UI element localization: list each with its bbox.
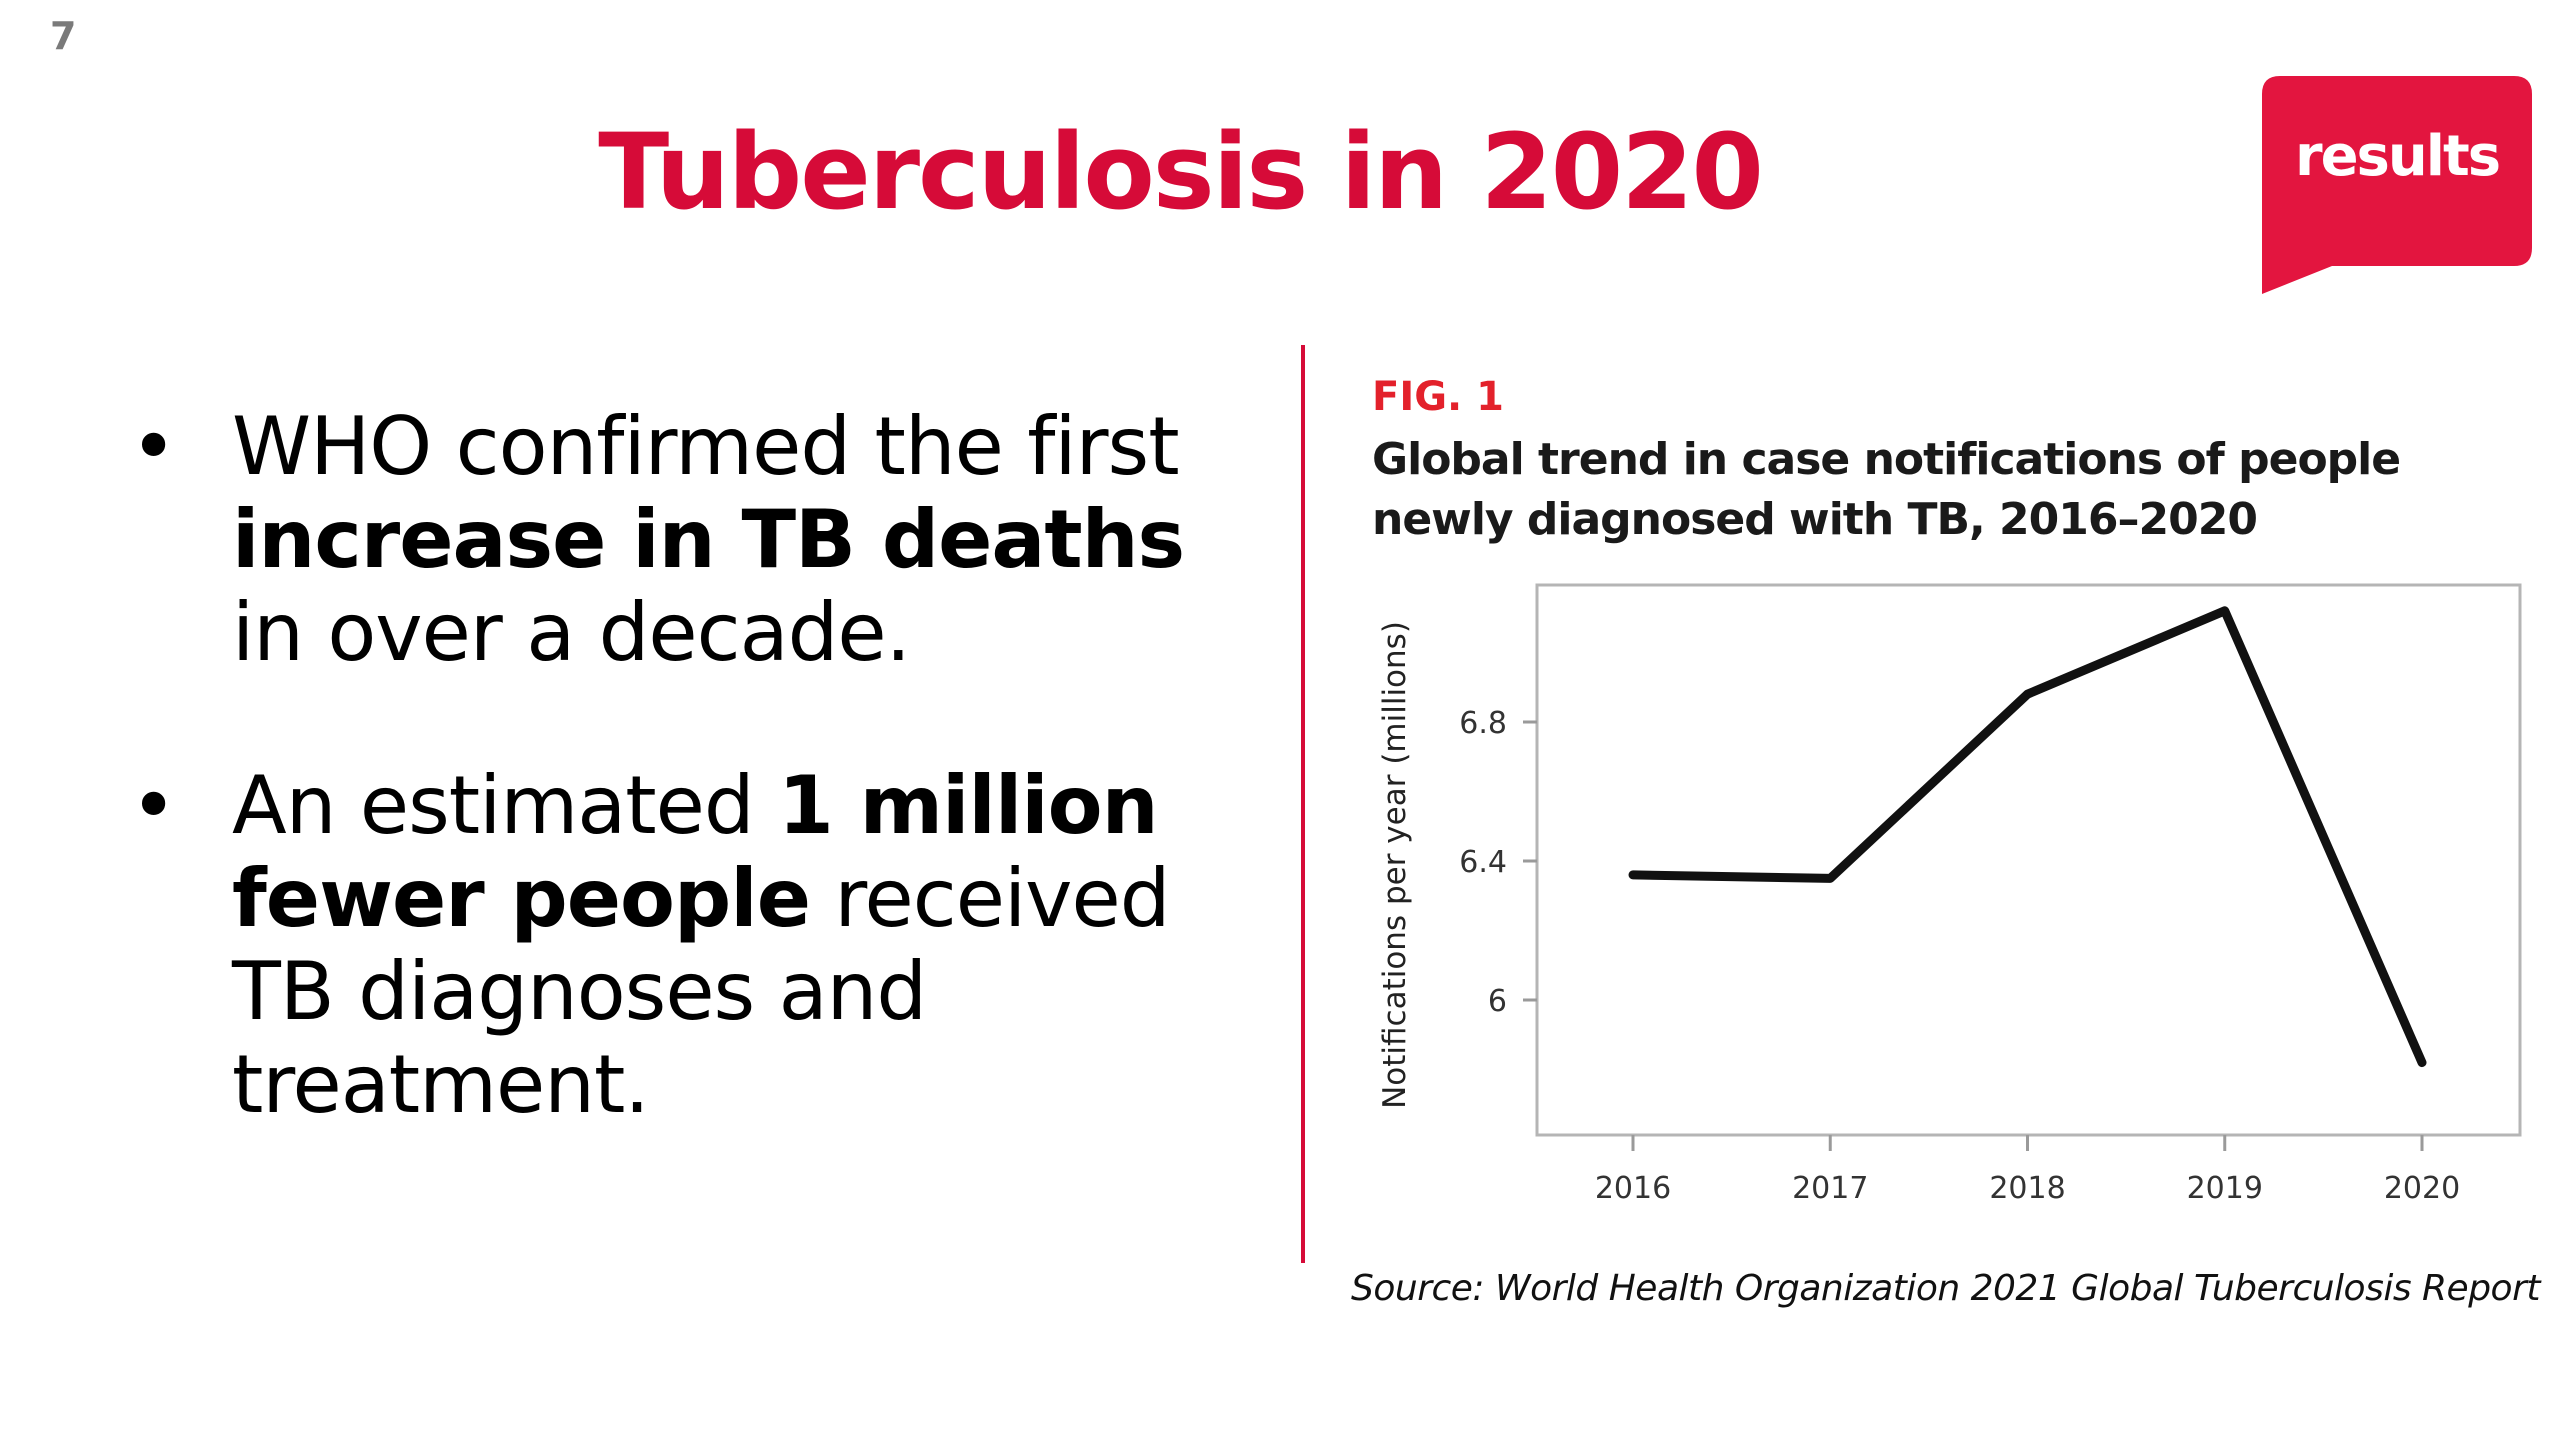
y-axis-label: Notifications per year (millions) xyxy=(1377,621,1413,1109)
logo-text: results xyxy=(2294,124,2501,189)
bullet-dot-icon: • xyxy=(130,400,177,493)
results-logo: results xyxy=(2262,76,2532,296)
bullet-text-regular: WHO confirmed the first xyxy=(232,400,1180,493)
plot-frame xyxy=(1535,583,2522,1137)
slide-title: Tuberculosis in 2020 xyxy=(598,111,1764,233)
x-tick-label: 2019 xyxy=(2187,1171,2263,1206)
bullet-list: • WHO confirmed the first increase in TB… xyxy=(130,400,1250,1211)
source-citation: Source: World Health Organization 2021 G… xyxy=(1351,1268,2541,1309)
x-tick-label: 2018 xyxy=(1989,1171,2065,1206)
y-tick-label: 6 xyxy=(1488,984,1507,1019)
x-tick-label: 2020 xyxy=(2384,1171,2460,1206)
speech-bubble-icon xyxy=(2262,76,2532,294)
bullet-text-regular: An estimated xyxy=(232,759,779,852)
x-tick-label: 2016 xyxy=(1595,1171,1671,1206)
series-line xyxy=(1628,606,2427,1068)
y-tick-label: 6.4 xyxy=(1459,845,1507,880)
bullet-item: • An estimated 1 million fewer people re… xyxy=(130,759,1250,1131)
bullet-item: • WHO confirmed the first increase in TB… xyxy=(130,400,1250,679)
vertical-divider xyxy=(1301,345,1305,1263)
bullet-dot-icon: • xyxy=(130,759,177,852)
bullet-text-bold: 1 million fewer people xyxy=(232,759,1159,945)
slide-number: 7 xyxy=(50,14,77,58)
x-tick-label: 2017 xyxy=(1792,1171,1868,1206)
bullet-text-bold: increase in TB deaths xyxy=(232,493,1185,586)
figure-label: FIG. 1 xyxy=(1372,374,1504,420)
bullet-text-regular: received TB diagnoses and treatment. xyxy=(232,852,1171,1131)
figure-title: Global trend in case notifications of pe… xyxy=(1372,434,2401,545)
y-tick-label: 6.8 xyxy=(1459,706,1507,741)
bullet-text-regular: in over a decade. xyxy=(232,586,911,679)
